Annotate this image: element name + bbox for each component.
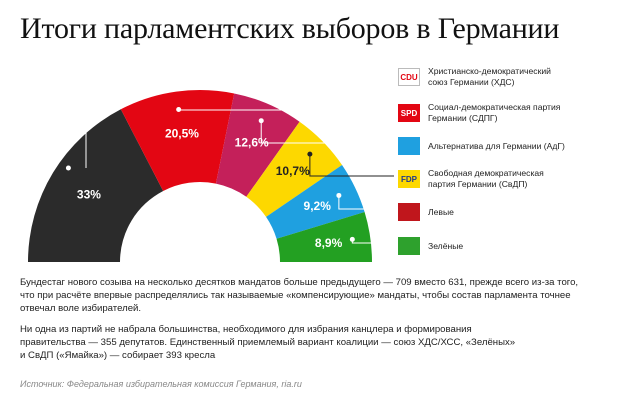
afd-logo-icon: [398, 137, 420, 155]
legend-label: Христианско-демократический союз Германи…: [428, 66, 551, 87]
legend-item-spd: SPD Социал-демократическая партия Герман…: [398, 98, 560, 128]
slice-2: [215, 93, 300, 197]
legend-label: Альтернатива для Германии (АдГ): [428, 140, 565, 151]
description-paragraph-2: Ни одна из партий не набрала большинства…: [20, 324, 516, 361]
leader-line: [85, 75, 394, 169]
legend-item-afd: Альтернатива для Германии (АдГ): [398, 131, 565, 161]
slice-value-label: 33%: [77, 187, 101, 201]
legend-item-cdu: CDU Христианско-демократический союз Гер…: [398, 62, 551, 92]
slice-1: [120, 90, 235, 191]
spd-logo-icon: SPD: [398, 104, 420, 122]
slice-value-label: 8,9%: [315, 236, 343, 250]
cdu-logo-icon: CDU: [398, 68, 420, 86]
source-note: Источник: Федеральная избирательная коми…: [20, 379, 302, 389]
fdp-logo-icon: FDP: [398, 170, 420, 188]
leader-line: [338, 195, 394, 210]
leader-line: [309, 154, 394, 177]
slice-3: [246, 121, 343, 217]
legend-item-greens: Зелёные: [398, 231, 463, 261]
linke-logo-icon: [398, 203, 420, 221]
greens-logo-icon: [398, 237, 420, 255]
description-paragraph-1: Бундестаг нового созыва на несколько дес…: [20, 277, 579, 314]
page-title: Итоги парламентских выборов в Германии: [20, 12, 560, 45]
leader-line: [178, 109, 394, 111]
slice-value-label: 9,2%: [304, 199, 332, 213]
legend-label: Левые: [428, 206, 454, 217]
legend-label: Свободная демократическая партия Германи…: [428, 168, 544, 189]
legend-label: Социал-демократическая партия Германии (…: [428, 102, 561, 123]
leader-dot: [65, 165, 71, 171]
slice-value-label: 12,6%: [235, 136, 269, 150]
slice-4: [266, 164, 365, 239]
slice-0: [28, 109, 164, 263]
slice-value-label: 10,7%: [276, 164, 310, 178]
slice-5: [276, 212, 372, 262]
legend-item-fdp: FDP Свободная демократическая партия Гер…: [398, 164, 544, 194]
leader-line: [351, 239, 394, 244]
leader-line: [260, 120, 394, 144]
legend-label: Зелёные: [428, 240, 464, 251]
slice-value-label: 20,5%: [165, 126, 199, 140]
legend-item-linke: Левые: [398, 197, 454, 227]
